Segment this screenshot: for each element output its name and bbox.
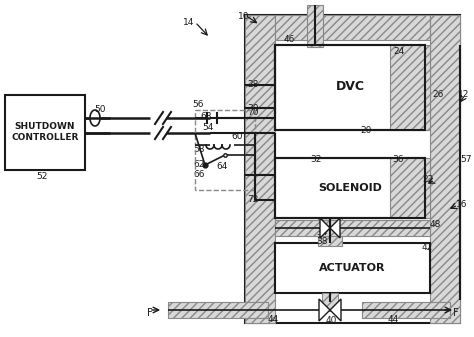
Bar (275, 45, 425, 130)
Text: 44: 44 (388, 315, 399, 324)
Bar (430, 15, 460, 323)
Text: 50: 50 (94, 105, 106, 114)
Bar (245, 15, 460, 323)
Text: F: F (147, 308, 153, 318)
Text: 72: 72 (247, 195, 258, 204)
Bar (322, 293, 338, 311)
Text: 64: 64 (216, 162, 228, 171)
Text: 60: 60 (231, 132, 243, 141)
Text: 56: 56 (192, 100, 203, 109)
Text: 40: 40 (326, 316, 337, 325)
Text: 10: 10 (238, 12, 249, 21)
Text: SHUTDOWN
CONTROLLER: SHUTDOWN CONTROLLER (11, 122, 79, 142)
Text: 30: 30 (247, 104, 258, 113)
Polygon shape (319, 299, 330, 321)
Text: 54: 54 (202, 123, 213, 132)
Polygon shape (330, 299, 341, 321)
Bar (275, 243, 430, 293)
Text: 32: 32 (310, 155, 321, 164)
Text: 24: 24 (393, 47, 404, 56)
Text: 14: 14 (183, 18, 194, 27)
Text: 28: 28 (247, 80, 258, 89)
Bar (275, 158, 425, 218)
Bar (5, 95, 85, 170)
Bar (390, 158, 430, 218)
Bar (362, 302, 450, 318)
Text: 52: 52 (36, 172, 47, 181)
Text: SOLENOID: SOLENOID (318, 183, 382, 193)
Text: 38: 38 (316, 237, 328, 246)
Bar (318, 218, 342, 246)
Bar (245, 15, 275, 323)
Text: 46: 46 (284, 35, 295, 44)
Text: 68: 68 (200, 112, 211, 121)
Text: 20: 20 (360, 126, 371, 135)
Text: 62: 62 (193, 160, 204, 169)
Bar (275, 15, 430, 40)
Bar (195, 110, 255, 190)
Text: 58: 58 (193, 145, 204, 154)
Bar (275, 158, 425, 218)
Text: 26: 26 (432, 90, 443, 99)
Text: 48: 48 (430, 220, 441, 229)
Text: 66: 66 (193, 170, 204, 179)
Text: 57: 57 (460, 155, 472, 164)
Text: DVC: DVC (336, 81, 365, 93)
Bar (390, 45, 430, 130)
Text: 22: 22 (422, 175, 433, 184)
Text: F: F (453, 308, 459, 318)
Text: 12: 12 (458, 90, 469, 99)
Text: 44: 44 (268, 315, 279, 324)
Text: 42: 42 (422, 243, 433, 252)
Text: 70: 70 (247, 108, 258, 117)
Text: 34: 34 (316, 228, 328, 237)
Bar (275, 45, 425, 130)
Polygon shape (330, 218, 340, 238)
Text: 16: 16 (456, 200, 467, 209)
Bar (168, 302, 268, 318)
Bar (307, 5, 323, 47)
Polygon shape (320, 218, 330, 238)
Bar (275, 220, 430, 236)
Text: 36: 36 (392, 155, 403, 164)
Text: ACTUATOR: ACTUATOR (319, 263, 385, 273)
